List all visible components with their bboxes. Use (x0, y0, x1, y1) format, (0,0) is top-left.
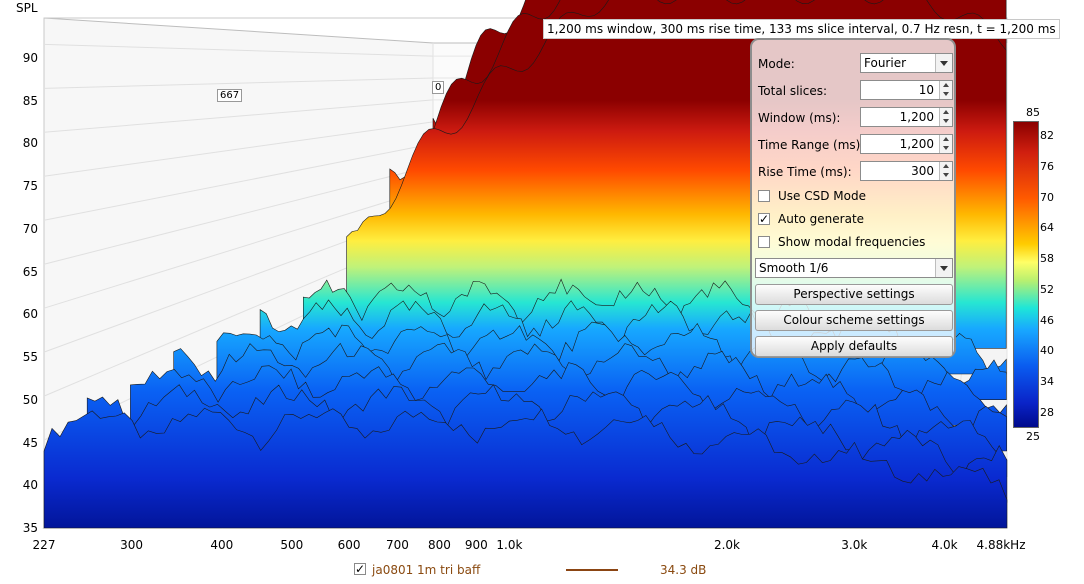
show-modal-checkbox[interactable] (758, 236, 770, 248)
time-range-label: Time Range (ms): (758, 138, 865, 152)
legend-series-value: 34.3 dB (660, 563, 707, 577)
colour-scale-tick: 52 (1040, 282, 1054, 296)
legend-series-line (566, 569, 618, 571)
x-tick-label: 900 (464, 538, 488, 552)
y-tick-label: 60 (22, 307, 38, 322)
slice-time-marker: 0 (432, 81, 445, 94)
auto-generate-label: Auto generate (778, 212, 865, 226)
x-tick-label: 800 (427, 538, 451, 552)
use-csd-label: Use CSD Mode (778, 189, 866, 203)
x-tick-label: 4.0k (931, 538, 958, 552)
rise-time-stepper[interactable]: 300 (860, 161, 953, 181)
colour-scheme-settings-button[interactable]: Colour scheme settings (755, 310, 953, 331)
x-tick-label: 300 (120, 538, 143, 552)
window-stepper[interactable]: 1,200 (860, 107, 953, 127)
decrement-icon[interactable] (940, 144, 952, 153)
smoothing-value: Smooth 1/6 (759, 261, 829, 275)
left-wall-gridline (43, 121, 434, 177)
decrement-icon[interactable] (940, 117, 952, 126)
apply-defaults-button[interactable]: Apply defaults (755, 336, 953, 357)
legend-series-checkbox[interactable]: ✓ (354, 562, 366, 576)
legend: ✓ ja0801 1m tri baff 34.3 dB (354, 563, 714, 579)
colour-scale-tick: 70 (1040, 190, 1054, 204)
colour-scale-max: 85 (1026, 106, 1040, 119)
x-tick-label: 700 (386, 538, 409, 552)
show-modal-label: Show modal frequencies (778, 235, 926, 249)
y-tick-label: 55 (22, 350, 38, 364)
mode-select[interactable]: Fourier (860, 53, 953, 73)
slice-info-box: 1,200 ms window, 300 ms rise time, 133 m… (543, 19, 1060, 39)
window-label: Window (ms): (758, 111, 841, 125)
y-tick-label: 35 (22, 521, 38, 535)
window-value: 1,200 (899, 110, 934, 124)
decrement-icon[interactable] (940, 171, 952, 180)
waterfall-controls-panel: Mode: Fourier Total slices: 10 Window (m… (750, 38, 956, 358)
x-tick-label: 600 (337, 538, 361, 552)
y-axis-label: SPL (16, 1, 38, 15)
total-slices-label: Total slices: (758, 84, 828, 98)
x-tick-label: 3.0k (841, 538, 868, 552)
chevron-down-icon[interactable] (935, 54, 952, 72)
y-tick-label: 70 (22, 221, 38, 236)
slice-time-marker: 667 (217, 89, 243, 102)
waterfall-slice (43, 407, 1008, 529)
y-tick-label: 40 (22, 478, 38, 493)
chevron-down-icon[interactable] (935, 259, 952, 277)
colour-scale-tick: 64 (1040, 221, 1054, 235)
time-range-stepper[interactable]: 1,200 (860, 134, 953, 154)
x-tick-label: 400 (210, 538, 234, 552)
x-tick-label: 500 (280, 538, 304, 552)
decrement-icon[interactable] (940, 90, 952, 99)
x-tick-label: 2.0k (713, 538, 741, 552)
total-slices-stepper[interactable]: 10 (860, 80, 953, 100)
colour-scale-min: 25 (1026, 430, 1040, 443)
auto-generate-checkbox[interactable]: ✓ (758, 212, 770, 226)
colour-scale-tick: 34 (1040, 374, 1054, 388)
left-wall-gridline (43, 187, 434, 309)
colour-scale-tick: 40 (1040, 344, 1054, 358)
left-wall-gridline (43, 43, 434, 57)
rise-time-label: Rise Time (ms): (758, 165, 852, 179)
colour-scale-tick: 58 (1040, 252, 1054, 266)
y-tick-label: 50 (22, 392, 38, 407)
time-range-value: 1,200 (899, 137, 934, 151)
mode-value: Fourier (864, 56, 907, 70)
use-csd-checkbox[interactable] (758, 190, 770, 202)
left-wall-gridline (43, 99, 434, 133)
x-tick-label: 227 (32, 538, 56, 552)
perspective-settings-button[interactable]: Perspective settings (755, 284, 953, 305)
smoothing-select[interactable]: Smooth 1/6 (755, 258, 953, 278)
colour-scale-bar (1013, 121, 1039, 428)
y-tick-label: 80 (22, 136, 38, 151)
legend-series-name: ja0801 1m tri baff (372, 563, 481, 577)
x-tick-label: 4.88kHz (976, 538, 1026, 552)
colour-scale-tick: 46 (1040, 313, 1054, 327)
left-wall-gridline (43, 77, 434, 89)
colour-scale-tick: 82 (1040, 129, 1054, 143)
left-wall-gridline (43, 165, 434, 265)
y-tick-label: 85 (22, 93, 38, 108)
mode-label: Mode: (758, 57, 795, 71)
x-tick-label: 1.0k (496, 538, 523, 552)
stepper-buttons (939, 108, 952, 126)
left-wall-gridline (43, 143, 434, 221)
stepper-buttons (939, 81, 952, 99)
stepper-buttons (939, 135, 952, 153)
y-tick-label: 45 (22, 435, 38, 450)
colour-scale-tick: 28 (1040, 405, 1054, 419)
rise-time-value: 300 (911, 164, 934, 178)
y-tick-label: 65 (22, 264, 38, 279)
y-tick-label: 75 (22, 179, 38, 193)
colour-scale-tick: 76 (1040, 160, 1054, 174)
total-slices-value: 10 (918, 83, 934, 97)
y-tick-label: 90 (22, 50, 38, 65)
stepper-buttons (939, 162, 952, 180)
